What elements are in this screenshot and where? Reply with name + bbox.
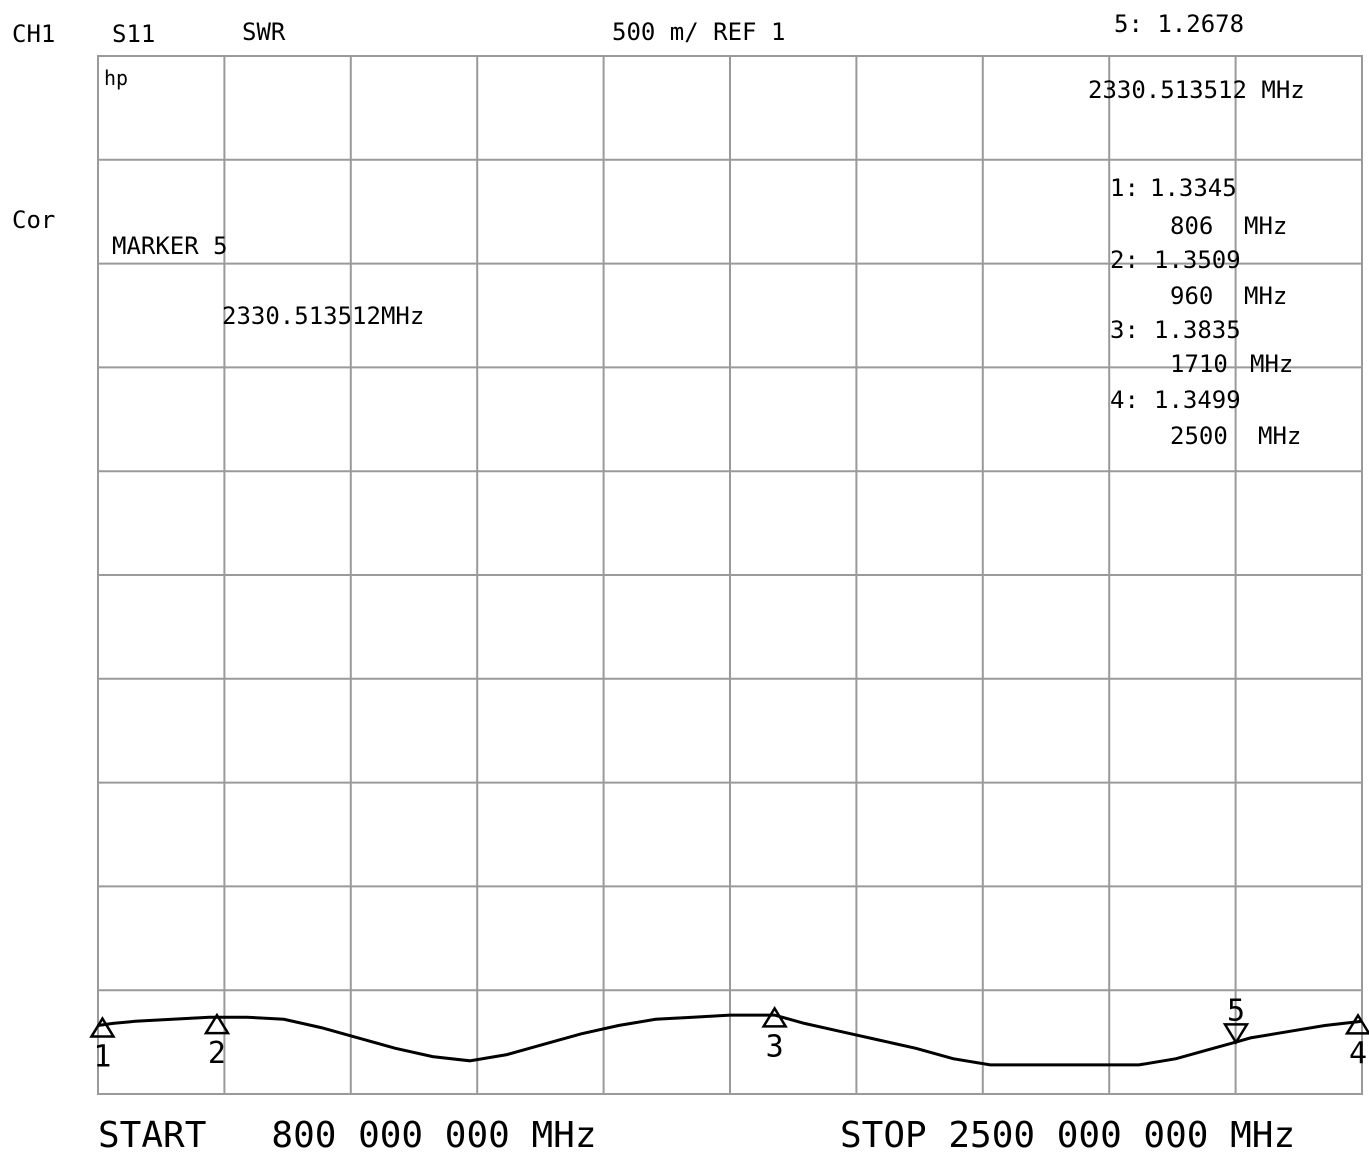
- marker-3-unit: MHz: [1250, 350, 1294, 378]
- start-frequency: START 800 000 000 MHz: [98, 1115, 597, 1156]
- marker-2: 2: [203, 1012, 231, 1071]
- marker-3-freq: 1710: [1170, 350, 1228, 378]
- marker-4-label: 4:: [1110, 386, 1139, 414]
- marker-4-number: 4: [1349, 1036, 1367, 1071]
- marker-4-value: 1.3499: [1154, 386, 1241, 414]
- marker-2-value: 1.3509: [1154, 246, 1241, 274]
- swr-trace: [97, 1013, 1363, 1067]
- stop-frequency: STOP 2500 000 000 MHz: [840, 1115, 1296, 1156]
- marker-2-freq: 960: [1170, 282, 1214, 310]
- marker-3-number: 3: [766, 1029, 784, 1064]
- marker-symbols: 1 2 3 4 5: [89, 993, 1369, 1075]
- marker-1-freq: 806: [1170, 212, 1214, 240]
- marker-1-label: 1:: [1110, 174, 1139, 202]
- marker-2-number: 2: [208, 1036, 226, 1071]
- marker-info-title: MARKER 5: [112, 232, 228, 260]
- marker-2-unit: MHz: [1244, 282, 1288, 310]
- marker-4: 4: [1344, 1012, 1369, 1071]
- scale-ref-label: 500 m/ REF 1: [612, 18, 786, 46]
- marker-4-freq: 2500: [1170, 422, 1228, 450]
- marker-1-triangle: [89, 1016, 116, 1038]
- hp-logo: hp: [104, 66, 129, 90]
- format-label: SWR: [242, 18, 286, 46]
- marker-1-value: 1.3345: [1150, 174, 1237, 202]
- marker-4-triangle: [1344, 1012, 1369, 1035]
- plot-grid: [97, 55, 1363, 1095]
- marker-2-label: 2:: [1110, 246, 1139, 274]
- channel-label: CH1: [12, 20, 56, 48]
- active-marker-freq: 2330.513512 MHz: [1088, 76, 1305, 104]
- marker-4-unit: MHz: [1258, 422, 1302, 450]
- marker-5: 5: [1222, 993, 1250, 1045]
- correction-indicator: Cor: [12, 206, 56, 234]
- marker-5-number: 5: [1227, 993, 1245, 1028]
- marker-1-number: 1: [93, 1040, 111, 1075]
- parameter-label: S11: [112, 20, 156, 48]
- marker-info-freq: 2330.513512MHz: [222, 302, 425, 330]
- marker-3-label: 3:: [1110, 316, 1139, 344]
- active-marker-readout: 5: 1.2678: [1114, 10, 1245, 38]
- marker-2-triangle: [203, 1012, 231, 1035]
- marker-3-value: 1.3835: [1154, 316, 1241, 344]
- marker-3: 3: [761, 1005, 788, 1064]
- marker-1-unit: MHz: [1244, 212, 1288, 240]
- marker-5-triangle: [1222, 1023, 1250, 1045]
- marker-1: 1: [89, 1016, 116, 1075]
- marker-3-triangle: [761, 1005, 788, 1028]
